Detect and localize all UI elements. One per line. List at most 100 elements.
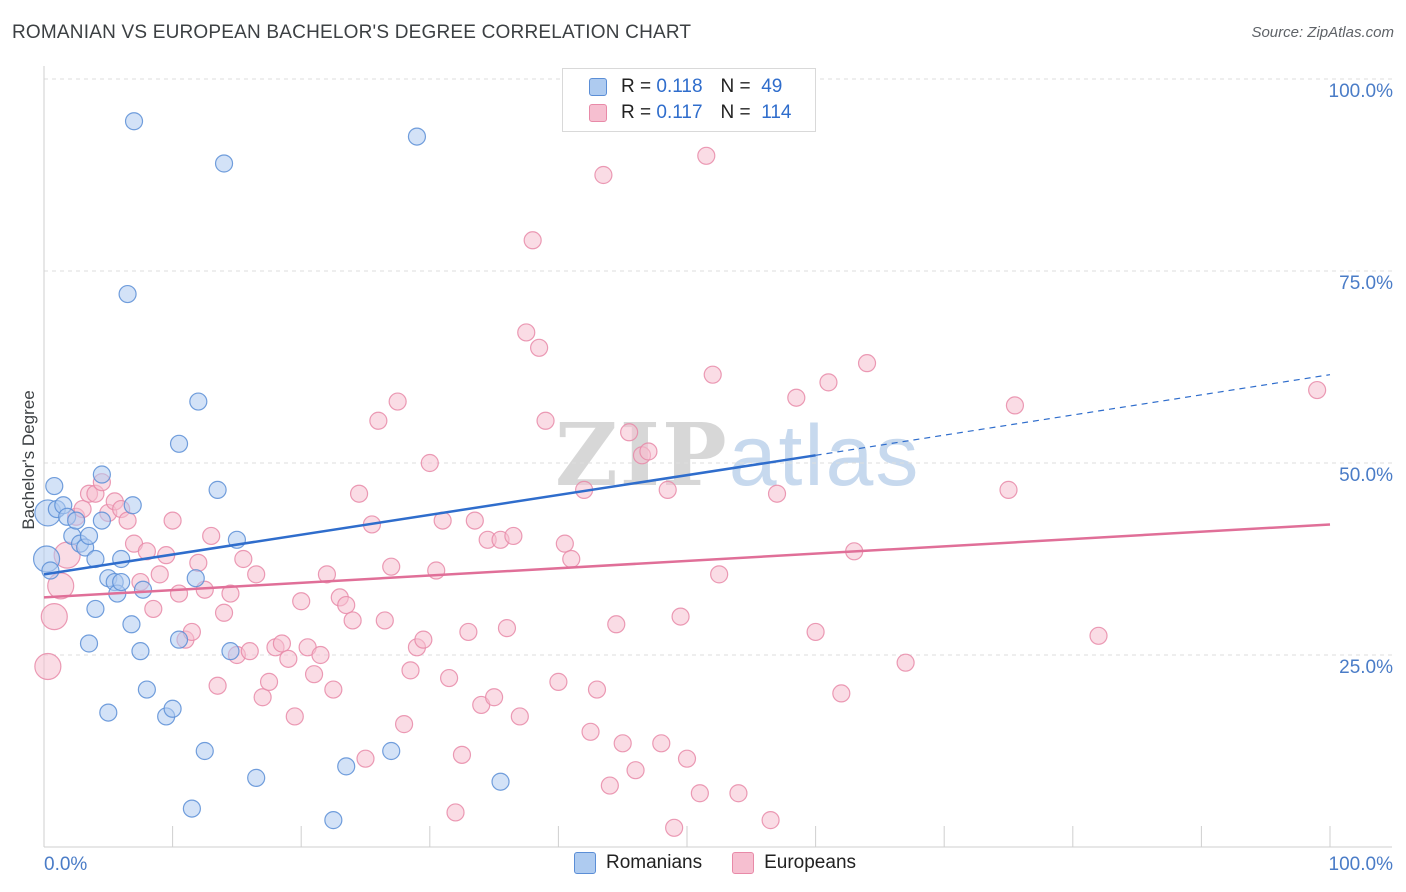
europeans-point — [137, 542, 156, 561]
europeans-point — [536, 411, 555, 430]
europeans-point — [221, 584, 240, 603]
legend-item-romanians[interactable]: Romanians — [574, 852, 702, 874]
europeans-swatch — [732, 852, 755, 874]
europeans-point — [388, 392, 407, 411]
romanians-point — [182, 799, 201, 818]
europeans-point — [1089, 626, 1108, 645]
europeans-point — [832, 684, 851, 703]
europeans-point — [857, 354, 877, 373]
legend-item-europeans[interactable]: Europeans — [732, 852, 856, 874]
source-attribution: Source: ZipAtlas.com — [1251, 24, 1394, 41]
europeans-point — [375, 611, 394, 630]
europeans-point — [767, 484, 787, 503]
europeans-point — [369, 411, 388, 430]
romanians-point — [118, 284, 137, 304]
europeans-point — [787, 388, 806, 407]
romanians-point — [45, 476, 64, 496]
legend-n-label: N = — [720, 76, 751, 97]
europeans-point — [607, 615, 626, 634]
romanians-point — [112, 549, 131, 569]
romanians-point — [99, 703, 118, 722]
europeans-point — [144, 599, 163, 619]
romanians-point — [324, 811, 343, 830]
europeans-point — [240, 642, 259, 661]
europeans-point — [292, 592, 311, 611]
europeans-point — [613, 734, 632, 753]
romanians-point — [86, 599, 105, 619]
legend-label-romanians: Romanians — [606, 852, 703, 873]
europeans-point — [729, 784, 748, 803]
romanians-trend-line — [43, 454, 816, 576]
europeans-point — [677, 749, 697, 768]
legend-row-romanians: R = 0.118 N = 49 — [589, 74, 782, 100]
romanians-point — [124, 112, 144, 131]
europeans-point — [414, 630, 433, 649]
romanians-point — [79, 526, 99, 546]
europeans-point — [555, 534, 574, 553]
legend-r-label: R = — [621, 76, 652, 97]
europeans-point — [349, 484, 369, 503]
europeans-point — [446, 803, 465, 822]
correlation-legend: R = 0.118 N = 49 R = 0.117 N = 114 — [562, 68, 816, 132]
europeans-trend-line — [43, 523, 1331, 599]
romanians-point — [122, 615, 141, 634]
europeans-point — [150, 565, 169, 584]
romanians-trend-extension — [815, 374, 1331, 456]
legend-r-value: 0.118 — [656, 76, 703, 97]
chart-title: ROMANIAN VS EUROPEAN BACHELOR'S DEGREE C… — [12, 22, 692, 43]
romanians-swatch — [574, 852, 596, 874]
romanians-point — [92, 511, 111, 530]
europeans-point — [517, 323, 536, 342]
europeans-point — [247, 565, 266, 584]
europeans-point — [304, 665, 324, 684]
europeans-point — [658, 480, 677, 499]
romanians-point — [163, 699, 182, 718]
romanians-point — [195, 741, 214, 761]
europeans-point — [459, 622, 478, 642]
europeans-point — [324, 680, 343, 699]
europeans-point — [1308, 380, 1327, 400]
romanians-point — [137, 680, 156, 699]
romanians-point — [79, 634, 99, 653]
axis-labels: 25.0% 50.0% 75.0% 100.0% 0.0% 100.0% Bachelor'… — [19, 81, 1393, 875]
legend-label-europeans: Europeans — [764, 852, 857, 873]
europeans-point — [343, 611, 362, 630]
europeans-point — [703, 365, 722, 384]
europeans-point — [697, 146, 716, 165]
europeans-point — [761, 811, 780, 830]
romanians-point — [337, 757, 356, 776]
europeans-point — [420, 453, 439, 473]
legend-n-label: N = — [720, 102, 751, 123]
europeans-point — [485, 688, 504, 707]
europeans-points — [34, 146, 1327, 837]
axes — [43, 66, 1392, 848]
europeans-point — [253, 688, 272, 707]
romanians-point — [208, 480, 227, 499]
trend-lines — [43, 374, 1331, 599]
europeans-swatch — [589, 104, 607, 122]
romanians-point — [133, 580, 153, 599]
x-tick-label: 0.0% — [44, 854, 87, 875]
europeans-point — [189, 553, 208, 572]
romanians-point — [131, 642, 150, 661]
europeans-point — [452, 745, 472, 764]
europeans-point — [671, 607, 690, 626]
europeans-point — [530, 338, 549, 357]
legend-r-value: 0.117 — [656, 102, 703, 123]
europeans-point — [600, 776, 619, 795]
europeans-point — [587, 680, 607, 699]
europeans-point — [439, 668, 459, 688]
europeans-point — [626, 761, 645, 780]
europeans-point — [311, 645, 330, 665]
europeans-point — [549, 672, 568, 691]
romanians-point — [169, 434, 189, 453]
series-legend: Romanians Europeans — [574, 852, 886, 874]
europeans-point — [999, 480, 1018, 499]
europeans-point — [620, 423, 639, 442]
romanians-point — [186, 569, 205, 588]
y-tick-label: 75.0% — [1339, 273, 1393, 294]
europeans-point — [285, 707, 304, 726]
europeans-point — [234, 549, 253, 569]
europeans-point — [652, 734, 671, 753]
